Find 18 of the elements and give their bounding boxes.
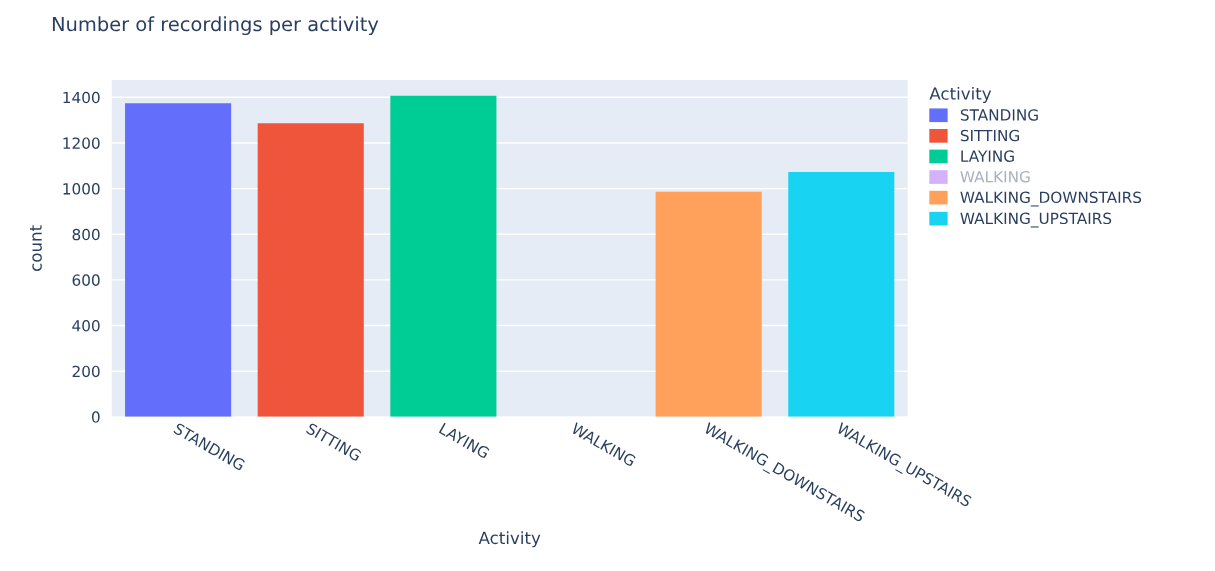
legend-label: WALKING_DOWNSTAIRS <box>960 191 1142 207</box>
x-axis-title: Activity <box>478 531 541 548</box>
legend-label: WALKING_UPSTAIRS <box>960 212 1112 228</box>
y-tick-label: 600 <box>72 274 100 286</box>
legend-title: Activity <box>929 86 992 104</box>
y-tick-label: 400 <box>72 320 100 332</box>
legend-label: SITTING <box>960 129 1019 142</box>
y-tick-label: 200 <box>72 365 100 378</box>
y-tick-label: 1400 <box>63 91 100 104</box>
y-tick-label: 1200 <box>63 137 100 149</box>
y-axis-title: count <box>29 225 42 271</box>
chart-title: Number of recordings per activity <box>52 16 379 36</box>
y-tick-label: 1000 <box>63 183 100 195</box>
legend-label: LAYING <box>961 150 1014 162</box>
y-tick-label: 0 <box>91 411 100 423</box>
y-tick-label: 800 <box>72 228 100 241</box>
legend-label: WALKING <box>960 170 1030 183</box>
legend-label: STANDING <box>960 109 1038 121</box>
